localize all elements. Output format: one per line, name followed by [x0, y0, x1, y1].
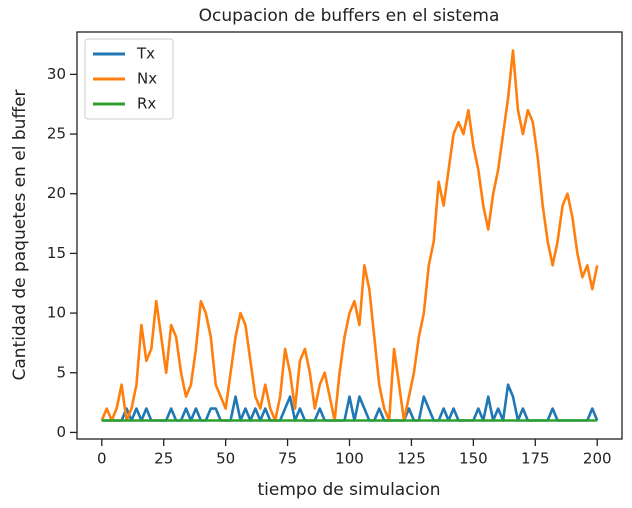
- x-tick-label: 25: [154, 450, 173, 468]
- x-tick-label: 75: [278, 450, 297, 468]
- plot-frame: [76, 31, 623, 440]
- x-axis-label: tiempo de simulacion: [258, 480, 441, 500]
- y-tick-label: 10: [47, 304, 66, 322]
- y-tick-label: 0: [56, 423, 66, 441]
- x-tick-label: 200: [583, 450, 612, 468]
- legend-label: Nx: [137, 70, 157, 88]
- x-tick-label: 100: [335, 450, 364, 468]
- y-axis-label: Cantidad de paquetes en el buffer: [10, 89, 30, 380]
- series-line: [100, 49, 599, 422]
- y-tick-label: 25: [47, 125, 66, 143]
- legend-box: [84, 38, 174, 120]
- y-tick-label: 30: [47, 65, 66, 83]
- y-tick-label: 15: [47, 244, 66, 262]
- x-tick-label: 125: [397, 450, 426, 468]
- y-tick-label: 20: [47, 184, 66, 202]
- x-tick-label: 175: [521, 450, 550, 468]
- x-tick-label: 0: [97, 450, 107, 468]
- chart-title: Ocupacion de buffers en el sistema: [199, 6, 500, 26]
- y-tick-label: 5: [56, 363, 66, 381]
- x-tick-label: 50: [216, 450, 235, 468]
- x-tick-label: 150: [459, 450, 488, 468]
- series-line: [101, 383, 599, 422]
- legend-label: Tx: [136, 45, 155, 63]
- legend-label: Rx: [137, 95, 156, 113]
